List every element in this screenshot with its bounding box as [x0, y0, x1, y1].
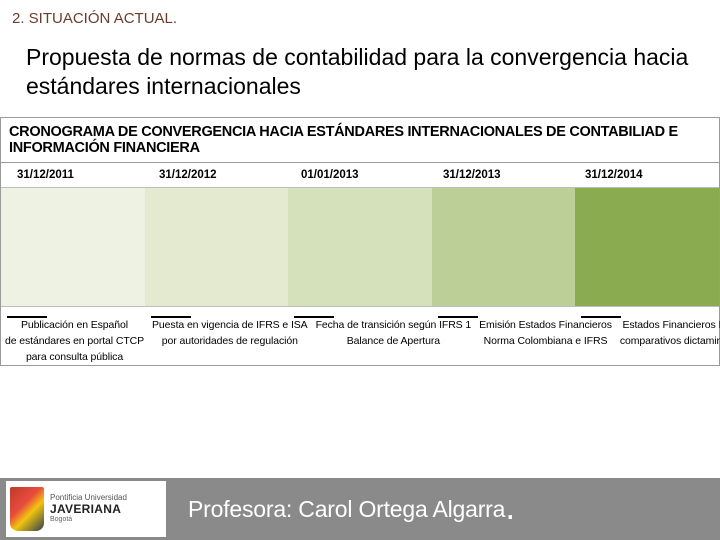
date-cell: 31/12/2013 [435, 169, 577, 181]
date-cell: 31/12/2014 [577, 169, 719, 181]
band [1, 188, 145, 306]
date-cell: 31/12/2011 [1, 169, 151, 181]
professor-credit: Profesora: Carol Ortega Algarra. [166, 496, 720, 523]
footer-bar: Pontificia Universidad JAVERIANA Bogotá … [0, 478, 720, 540]
caption: Fecha de transición según IFRS 1 Balance… [312, 313, 476, 366]
logo-text: Pontificia Universidad JAVERIANA Bogotá [50, 493, 127, 524]
chart-header: CRONOGRAMA DE CONVERGENCIA HACIA ESTÁNDA… [1, 118, 719, 163]
shield-icon [10, 487, 44, 531]
caption: Estados Financieros IFRS comparativos di… [616, 313, 720, 366]
band [145, 188, 289, 306]
band [288, 188, 432, 306]
date-cell: 01/01/2013 [293, 169, 435, 181]
caption: Puesta en vigencia de IFRS e ISA por aut… [148, 313, 312, 366]
university-logo: Pontificia Universidad JAVERIANA Bogotá [6, 481, 166, 537]
band [575, 188, 719, 306]
caption: Publicación en Español de estándares en … [1, 313, 148, 366]
caption: Emisión Estados Financieros Norma Colomb… [475, 313, 616, 366]
band [432, 188, 576, 306]
slide-title: Propuesta de normas de contabilidad para… [0, 27, 720, 109]
chart-dates-row: 31/12/2011 31/12/2012 01/01/2013 31/12/2… [1, 163, 719, 187]
date-cell: 31/12/2012 [151, 169, 293, 181]
section-number: 2. SITUACIÓN ACTUAL. [0, 0, 720, 27]
chart-bands [1, 187, 719, 307]
chart-captions: Publicación en Español de estándares en … [1, 313, 719, 366]
timeline-chart: CRONOGRAMA DE CONVERGENCIA HACIA ESTÁNDA… [0, 117, 720, 367]
